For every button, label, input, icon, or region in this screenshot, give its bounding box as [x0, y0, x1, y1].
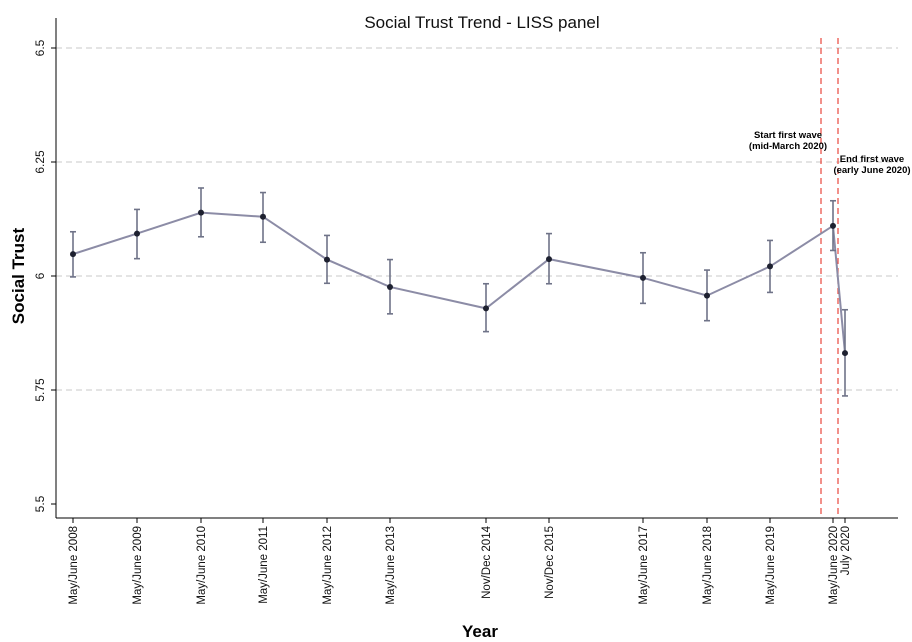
axes	[55, 18, 898, 519]
y-tick-label: 5.75	[33, 378, 47, 402]
data-point	[70, 251, 76, 258]
x-tick-label: Nov/Dec 2015	[544, 526, 556, 599]
data-point	[842, 350, 848, 357]
x-tick-label: May/June 2019	[765, 526, 777, 605]
x-tick-label: May/June 2013	[385, 526, 397, 605]
x-tick-label: May/June 2012	[322, 526, 334, 605]
data-point	[324, 256, 330, 263]
event-lines	[820, 38, 839, 518]
data-point	[830, 222, 836, 229]
y-axis-label: Social Trust	[9, 227, 28, 324]
x-tick-label: May/June 2018	[702, 526, 714, 605]
data-point	[198, 209, 204, 216]
y-tick-label: 6.5	[33, 39, 47, 56]
data-point	[483, 305, 489, 312]
gridlines	[56, 47, 898, 391]
x-tick-label: May/June 2017	[638, 526, 650, 605]
annotation-label: (early June 2020)	[833, 165, 910, 176]
annotation-label: End first wave	[840, 154, 904, 165]
data-point	[640, 274, 646, 281]
data-point	[704, 292, 710, 299]
series-line	[72, 211, 846, 354]
x-tick-label: Nov/Dec 2014	[481, 525, 493, 598]
y-ticks: 5.5 5.75 6 6.25 6.5	[33, 39, 56, 512]
y-tick-label: 5.5	[33, 495, 47, 512]
x-axis-label: Year	[462, 622, 498, 641]
annotation-label: (mid-March 2020)	[749, 141, 827, 152]
data-point	[134, 230, 140, 237]
x-ticks: May/June 2008 May/June 2009 May/June 2010 M…	[68, 518, 852, 605]
data-point	[260, 213, 266, 220]
annotation-label: Start first wave	[754, 130, 822, 141]
annotations: Start first wave(mid-March 2020) End firs…	[749, 130, 911, 176]
data-point	[387, 283, 393, 290]
x-tick-label: July 2020	[840, 526, 852, 575]
data-series	[70, 187, 848, 397]
x-tick-label: May/June 2009	[132, 526, 144, 605]
x-tick-label: May/June 2011	[258, 526, 270, 604]
y-tick-label: 6	[33, 272, 47, 279]
x-tick-label: May/June 2020	[828, 526, 840, 605]
data-point	[546, 256, 552, 263]
chart-title: Social Trust Trend - LISS panel	[364, 13, 599, 32]
data-point	[767, 263, 773, 270]
y-tick-label: 6.25	[33, 150, 47, 174]
x-tick-label: May/June 2010	[196, 526, 208, 605]
x-tick-label: May/June 2008	[68, 526, 80, 605]
